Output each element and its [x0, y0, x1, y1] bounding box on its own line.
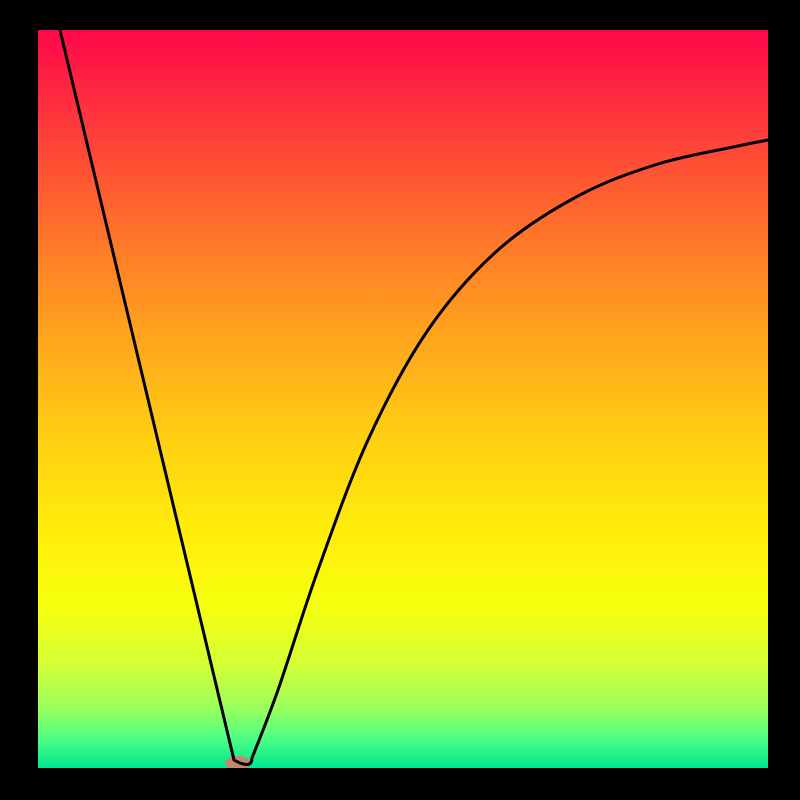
frame-border-left	[0, 30, 38, 768]
frame-border-bottom	[0, 768, 800, 800]
chart-container: TheBottleneck.com	[0, 0, 800, 800]
frame-border-right	[768, 30, 800, 768]
bottleneck-curve-path	[60, 30, 768, 765]
plot-area	[38, 30, 768, 768]
bottleneck-curve	[38, 30, 768, 768]
frame-border-top	[0, 0, 800, 30]
